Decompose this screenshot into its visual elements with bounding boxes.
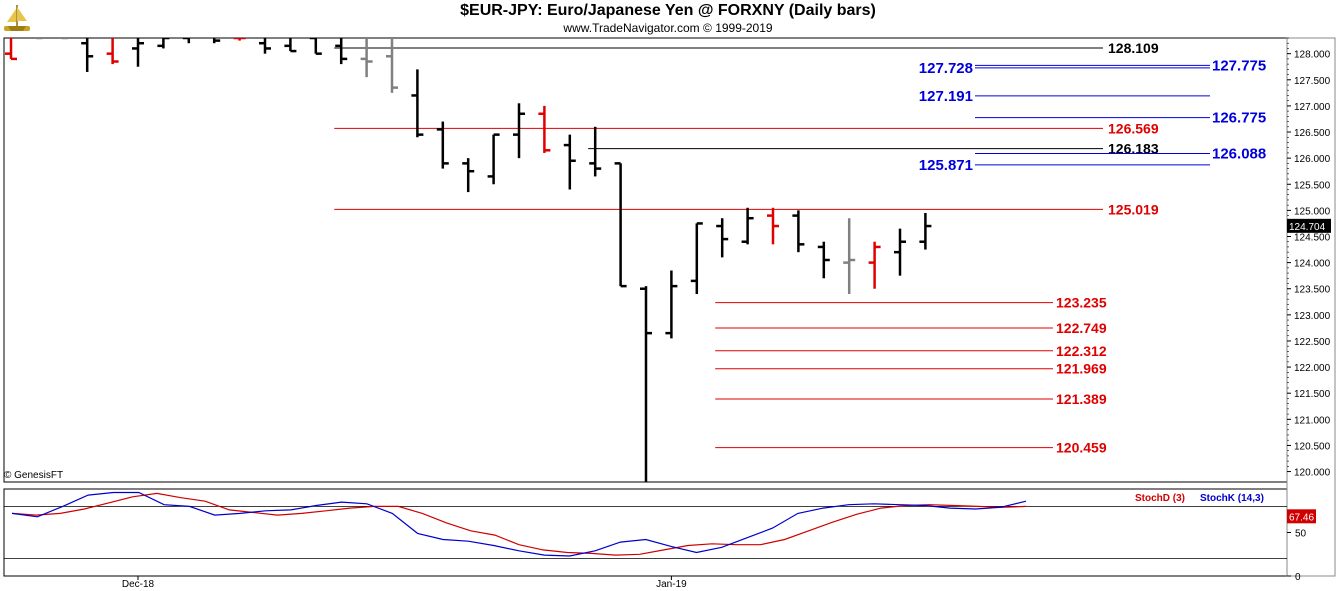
price-bar — [690, 222, 703, 294]
price-axis-label: 123.000 — [1294, 311, 1331, 322]
chart-subtitle: www.TradeNavigator.com © 1999-2019 — [563, 21, 773, 35]
price-bar — [919, 212, 932, 250]
level-label: 120.459 — [1056, 440, 1107, 456]
x-axis-label: Jan-19 — [656, 579, 687, 590]
price-bar — [411, 69, 424, 138]
axes: 128.000 127.500 127.000 126.500 126.000 125.5… — [122, 37, 1331, 590]
level-label: 121.389 — [1056, 391, 1107, 407]
price-bar-group — [5, 38, 932, 482]
level-label: 122.749 — [1056, 320, 1107, 336]
price-bar — [335, 38, 348, 65]
price-bar — [487, 133, 500, 185]
price-axis-label: 121.000 — [1294, 415, 1331, 426]
stoch-line — [11, 492, 1027, 556]
price-bar — [640, 286, 652, 482]
level-label: 122.312 — [1056, 343, 1107, 359]
stoch-last-value-box — [1287, 509, 1316, 524]
chart-header: $EUR-JPY: Euro/Japanese Yen @ FORXNY (Da… — [0, 0, 1336, 38]
price-axis-label: 120.000 — [1294, 468, 1331, 479]
stoch-panel-frame — [3, 488, 1288, 577]
price-bar — [436, 121, 449, 169]
price-axis-label: 120.500 — [1294, 441, 1331, 452]
level-label: 127.191 — [919, 88, 973, 105]
x-axis-label: Dec-18 — [122, 579, 155, 590]
price-bar — [843, 218, 856, 294]
price-bar — [716, 218, 729, 258]
price-bar — [614, 162, 627, 288]
price-bar — [462, 158, 475, 193]
level-label: 126.088 — [1212, 146, 1266, 163]
stoch-line — [11, 491, 1027, 557]
price-axis-label: 126.000 — [1294, 154, 1331, 165]
last-price-box — [1287, 218, 1331, 233]
price-bar — [817, 241, 830, 279]
price-bar — [792, 210, 805, 253]
stoch-line-group — [4, 491, 1287, 559]
price-bar — [589, 126, 602, 177]
price-axis-label: 122.000 — [1294, 363, 1331, 374]
price-axis-label: 121.500 — [1294, 389, 1331, 400]
price-bar — [81, 38, 94, 72]
level-label: 123.235 — [1056, 295, 1107, 311]
price-axis-label: 123.500 — [1294, 285, 1331, 296]
price-bar — [36, 38, 43, 40]
price-bar — [233, 38, 246, 41]
price-bar — [513, 103, 525, 159]
price-bar — [767, 207, 779, 245]
price-axis-label: 127.500 — [1294, 76, 1331, 87]
price-bar — [538, 105, 551, 153]
level-label: 126.569 — [1108, 120, 1159, 136]
stoch-axis-label: 50 — [1295, 529, 1307, 540]
price-axis-label: 122.500 — [1294, 337, 1331, 348]
level-label: 121.969 — [1056, 361, 1107, 377]
fibonacci-levels: 128.109 127.775 127.728 127.191 126.775 126.5… — [334, 40, 1266, 456]
price-bar — [5, 38, 17, 61]
price-bar — [106, 38, 119, 65]
price-axis-label: 125.000 — [1294, 206, 1331, 217]
price-axis-label: 124.500 — [1294, 232, 1331, 243]
price-bar — [61, 38, 68, 40]
stoch-axis-label: 0 — [1295, 572, 1301, 583]
stoch-last-value-label: 67.46 — [1289, 512, 1314, 523]
sailing-ship-logo-icon — [4, 5, 30, 31]
price-bar — [741, 207, 754, 245]
price-bar — [563, 134, 576, 190]
price-axis-label: 126.500 — [1294, 128, 1331, 139]
price-axis-label: 124.000 — [1294, 259, 1331, 270]
price-axis-label: 127.000 — [1294, 102, 1331, 113]
price-bar — [259, 38, 271, 54]
price-bar — [132, 38, 144, 67]
level-label: 128.109 — [1108, 40, 1159, 56]
price-bar — [868, 241, 881, 289]
stoch-d-legend: StochD (3) — [1135, 493, 1185, 504]
price-bar — [212, 38, 221, 44]
level-label: 127.728 — [919, 60, 973, 77]
price-bar — [386, 38, 398, 93]
level-label: 125.019 — [1108, 201, 1159, 217]
price-bar — [894, 228, 906, 276]
chart-title: $EUR-JPY: Euro/Japanese Yen @ FORXNY (Da… — [460, 2, 876, 19]
chart-frames — [3, 37, 1336, 577]
stoch-k-legend: StochK (14,3) — [1200, 493, 1264, 504]
level-label: 126.775 — [1212, 110, 1266, 127]
price-axis-label: 125.500 — [1294, 180, 1331, 191]
price-bar — [157, 38, 170, 49]
price-axis-label: 128.000 — [1294, 50, 1331, 61]
price-bar — [284, 38, 297, 53]
level-label: 126.183 — [1108, 141, 1159, 157]
price-bars — [5, 38, 932, 482]
price-bar — [665, 270, 678, 339]
copyright-label: © GenesisFT — [4, 470, 63, 481]
level-label: 127.775 — [1212, 57, 1266, 74]
right-axis-area — [1286, 37, 1336, 577]
price-bar — [182, 38, 191, 44]
price-bar — [309, 38, 322, 55]
price-bar — [360, 38, 373, 78]
last-price-label: 124.704 — [1289, 222, 1326, 233]
stochastic-lines: StochD (3) StochK (14,3) — [4, 491, 1287, 559]
level-label: 125.871 — [919, 157, 973, 174]
